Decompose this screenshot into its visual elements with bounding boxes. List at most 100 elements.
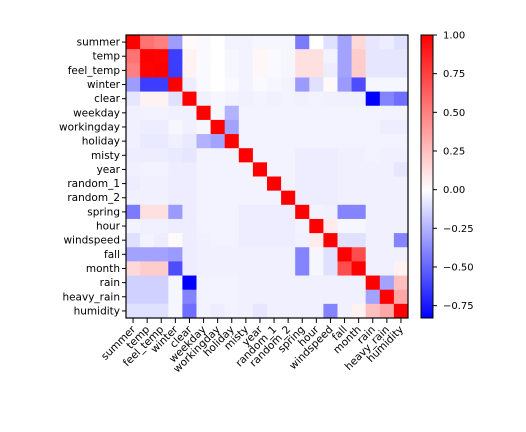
heatmap-cell [309,190,324,206]
heatmap-cell [323,91,338,107]
heatmap-cell [337,204,352,220]
heatmap-cell [224,77,240,92]
heatmap-cell [379,275,395,291]
heatmap-cell [281,204,296,220]
heatmap-cell [252,77,268,92]
heatmap-cell [351,190,367,206]
heatmap-cell [379,247,395,262]
heatmap-cell [295,289,310,305]
heatmap-cell [309,204,324,220]
heatmap-cell [323,247,338,262]
heatmap-cell [140,35,155,50]
heatmap-cell [182,247,197,262]
heatmap-cell [393,63,409,78]
heatmap-cell [196,204,211,220]
heatmap-cell [224,275,240,291]
heatmap-cell [168,49,183,64]
heatmap-cell [154,105,169,121]
heatmap-cell [379,289,395,305]
heatmap-cell [224,134,240,149]
heatmap-cell [351,261,367,276]
heatmap-cell [210,63,226,78]
heatmap-cell [182,289,197,305]
heatmap-cell [238,49,254,64]
y-tick-label: workingday [59,121,120,133]
heatmap-cell [168,275,183,291]
y-tick-label: year [97,164,121,176]
heatmap-cell [323,218,338,234]
heatmap-cell [393,275,409,291]
heatmap-cell [224,91,240,107]
heatmap-cell [224,105,240,121]
heatmap-cell [182,190,197,206]
heatmap-cell [210,204,226,220]
heatmap-cell [238,218,254,234]
heatmap-cell [224,289,240,305]
heatmap-cell [337,35,352,50]
heatmap-cell [337,91,352,107]
heatmap-cell [224,303,240,319]
heatmap-cell [154,162,169,177]
heatmap-cell [281,289,296,305]
heatmap-cell [309,275,324,291]
heatmap-cell [379,218,395,234]
heatmap-cell [182,63,197,78]
heatmap-cell [267,275,282,291]
heatmap-cell [196,77,211,92]
heatmap-cell [252,63,268,78]
heatmap-cell [309,289,324,305]
heatmap-cell [238,148,254,163]
heatmap-cell [126,218,141,234]
heatmap-cell [196,261,211,276]
heatmap-cell [337,176,352,192]
colorbar-tick-label: −0.50 [443,262,474,273]
heatmap-cell [393,148,409,163]
heatmap-cell [393,261,409,276]
heatmap-cell [168,134,183,149]
heatmap-cell [252,91,268,107]
y-tick-label: spring [87,206,120,218]
heatmap-cell [210,91,226,107]
heatmap-cell [365,233,381,248]
heatmap-cell [295,204,310,220]
heatmap-cell [295,63,310,78]
heatmap-cell [323,289,338,305]
heatmap-cell [196,105,211,121]
heatmap-cell [267,77,282,92]
heatmap-cell [252,261,268,276]
heatmap-cell [281,261,296,276]
heatmap-cell [252,148,268,163]
heatmap-cell [295,261,310,276]
heatmap-cell [126,233,141,248]
heatmap-cell [196,134,211,149]
heatmap-cell [267,63,282,78]
heatmap-cell [224,233,240,248]
heatmap-cell [267,91,282,107]
heatmap-cell [196,303,211,319]
heatmap-cell [238,91,254,107]
heatmap-cell [154,49,169,64]
heatmap-cell [196,63,211,78]
heatmap-cell [309,91,324,107]
heatmap-cell [365,148,381,163]
heatmap-cell [126,247,141,262]
heatmap-cell [210,261,226,276]
y-tick-label: winter [87,79,121,91]
heatmap-cell [295,176,310,192]
heatmap-cell [140,303,155,319]
heatmap-cell [196,148,211,163]
heatmap-cell [154,303,169,319]
heatmap-cell [267,119,282,135]
heatmap-cell [281,77,296,92]
heatmap-cell [126,303,141,319]
heatmap-cell [267,148,282,163]
heatmap-cell [224,190,240,206]
heatmap-cell [154,134,169,149]
heatmap-cell [295,35,310,50]
heatmap-cell [252,162,268,177]
heatmap-cell [309,303,324,319]
y-tick-label: weekday [73,107,120,119]
heatmap-cell [252,190,268,206]
heatmap-cell [365,77,381,92]
